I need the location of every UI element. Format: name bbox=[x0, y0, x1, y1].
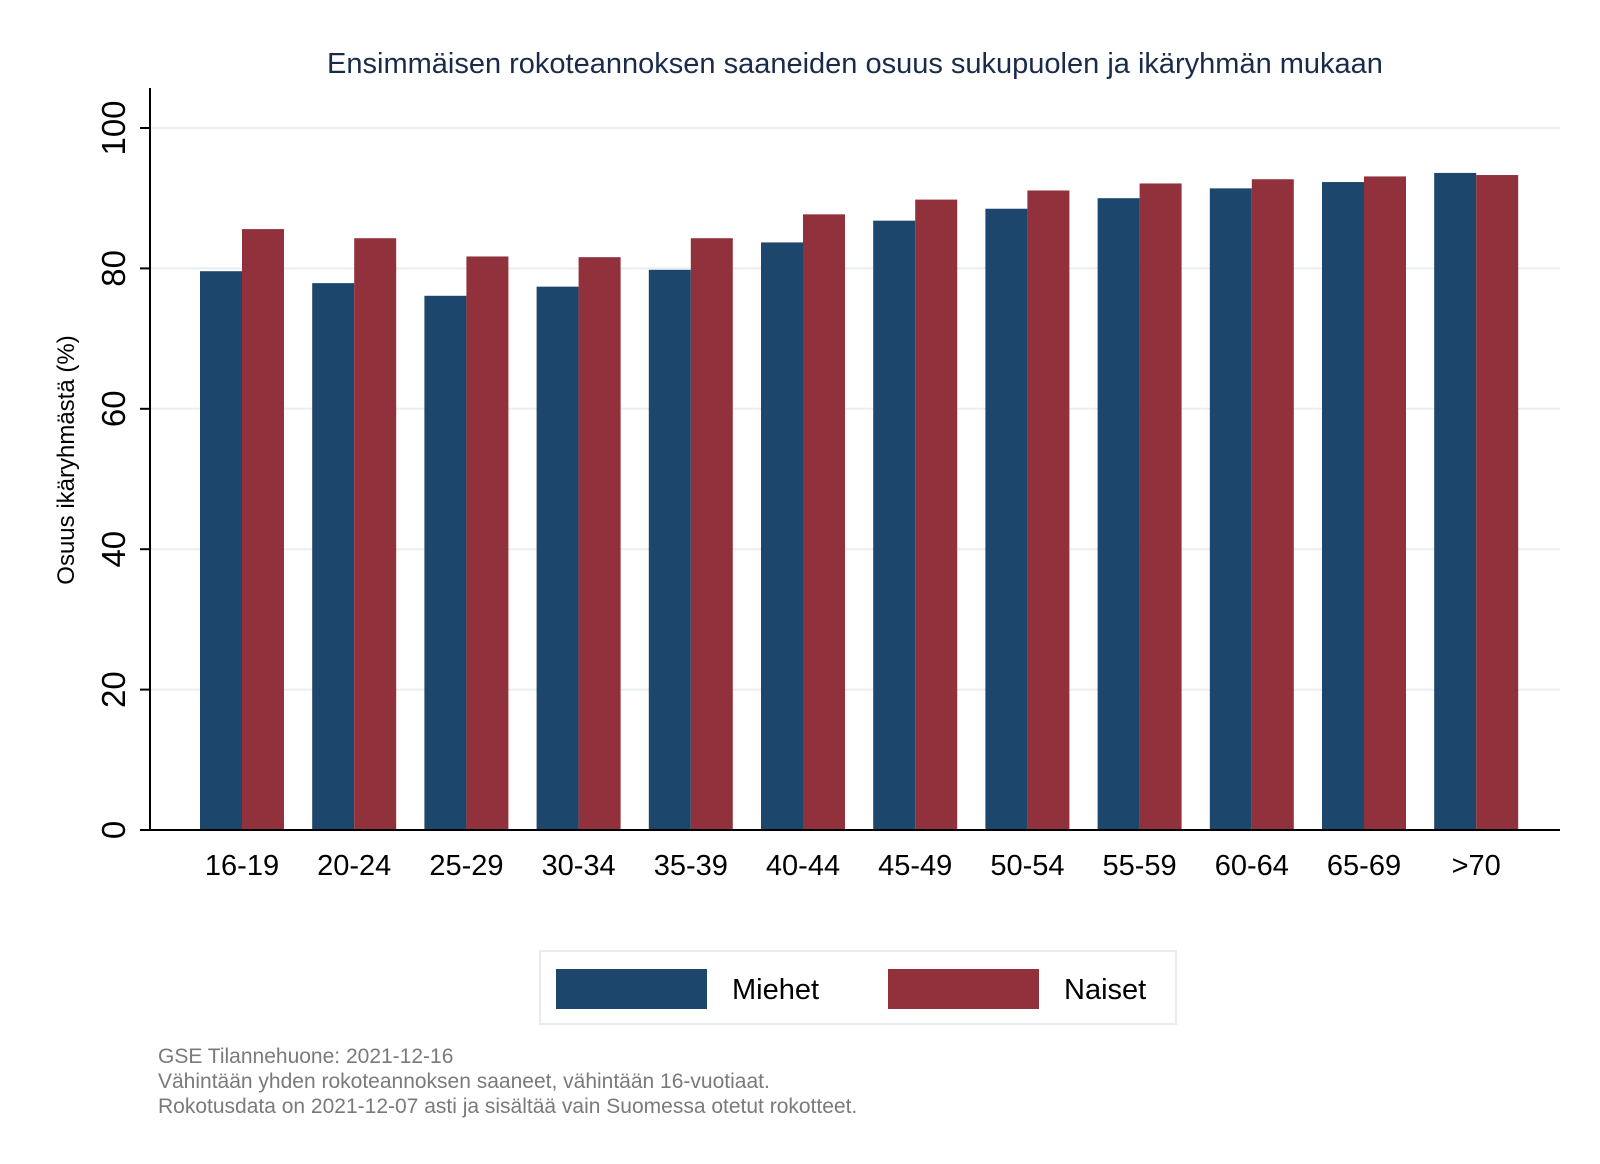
x-tick-label: 50-54 bbox=[990, 850, 1064, 882]
x-tick-label: >70 bbox=[1452, 850, 1501, 882]
bar-naiset->70 bbox=[1476, 175, 1519, 830]
note-line-2: Vähintään yhden rokoteannoksen saaneet, … bbox=[158, 1070, 770, 1093]
bar-naiset-55-59 bbox=[1139, 183, 1182, 830]
bar-miehet->70 bbox=[1434, 172, 1477, 831]
legend: Miehet Naiset bbox=[539, 950, 1177, 1025]
bar-miehet-35-39 bbox=[648, 269, 691, 831]
bar-miehet-60-64 bbox=[1209, 188, 1252, 830]
x-axis-ticks: 16-19 20-24 25-29 30-34 35-39 40-44 45-49 50-54… bbox=[205, 850, 1501, 882]
x-tick-label: 20-24 bbox=[317, 850, 391, 882]
x-tick-label: 30-34 bbox=[542, 850, 616, 882]
bar-miehet-16-19 bbox=[200, 271, 242, 830]
y-tick-label: 60 bbox=[95, 390, 132, 427]
bar-naiset-60-64 bbox=[1251, 179, 1294, 831]
bar-naiset-50-54 bbox=[1027, 190, 1070, 830]
x-tick-label: 60-64 bbox=[1215, 850, 1289, 882]
x-tick-label: 55-59 bbox=[1103, 850, 1177, 882]
x-tick-label: 16-19 bbox=[205, 850, 279, 882]
y-tick-label: 0 bbox=[95, 821, 132, 839]
bar-miehet-40-44 bbox=[761, 242, 803, 830]
legend-label-miehet: Miehet bbox=[732, 974, 819, 1006]
bar-miehet-45-49 bbox=[873, 220, 916, 830]
y-tick-label: 80 bbox=[95, 250, 132, 287]
chart-title: Ensimmäisen rokoteannoksen saaneiden osu… bbox=[327, 48, 1383, 80]
x-tick-label: 35-39 bbox=[654, 850, 728, 882]
bar-naiset-40-44 bbox=[803, 214, 845, 830]
bar-miehet-25-29 bbox=[424, 295, 467, 830]
bar-naiset-25-29 bbox=[466, 256, 509, 830]
x-tick-label: 40-44 bbox=[766, 850, 840, 882]
legend-label-naiset: Naiset bbox=[1064, 974, 1146, 1006]
note-line-3: Rokotusdata on 2021-12-07 asti ja sisält… bbox=[158, 1095, 858, 1118]
note-source: GSE Tilannehuone: 2021-12-16 bbox=[158, 1045, 454, 1068]
legend-swatch-miehet bbox=[556, 969, 707, 1009]
y-tick-label: 20 bbox=[95, 671, 132, 708]
bar-naiset-65-69 bbox=[1364, 176, 1406, 831]
bar-miehet-50-54 bbox=[985, 208, 1028, 831]
x-tick-label: 25-29 bbox=[429, 850, 503, 882]
y-tick-label: 100 bbox=[95, 100, 132, 155]
bar-naiset-20-24 bbox=[354, 238, 397, 831]
bar-naiset-45-49 bbox=[915, 199, 958, 830]
y-axis-ticks: 0 20 40 60 80 100 bbox=[95, 100, 150, 839]
bar-naiset-30-34 bbox=[578, 257, 621, 831]
x-tick-label: 65-69 bbox=[1327, 850, 1401, 882]
bar-miehet-65-69 bbox=[1322, 182, 1364, 830]
bar-miehet-30-34 bbox=[536, 286, 579, 831]
bar-miehet-55-59 bbox=[1097, 198, 1140, 830]
y-tick-label: 40 bbox=[95, 531, 132, 568]
chart-notes: GSE Tilannehuone: 2021-12-16 Vähintään y… bbox=[158, 1044, 857, 1119]
bar-naiset-16-19 bbox=[242, 229, 284, 830]
y-axis-label: Osuus ikäryhmästä (%) bbox=[53, 335, 80, 584]
bar-miehet-20-24 bbox=[312, 283, 355, 831]
bar-naiset-35-39 bbox=[690, 238, 733, 831]
legend-swatch-naiset bbox=[888, 969, 1039, 1009]
x-tick-label: 45-49 bbox=[878, 850, 952, 882]
bars bbox=[200, 172, 1519, 831]
